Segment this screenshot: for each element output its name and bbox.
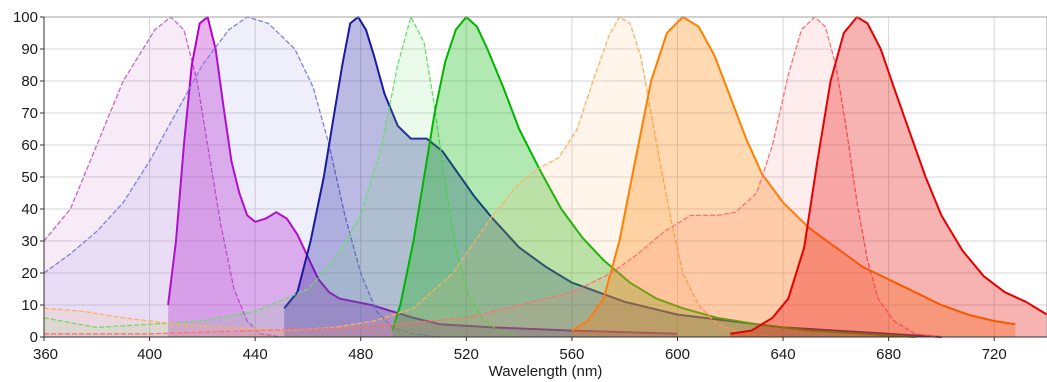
series-1-line — [167, 16, 678, 335]
x-tick-label-0: 360 — [33, 346, 58, 363]
series-7-line — [571, 16, 1016, 332]
y-tick-label-6: 60 — [21, 137, 38, 154]
series-6-area — [44, 17, 784, 337]
y-tick-label-0: 0 — [30, 329, 38, 346]
series-3-line — [283, 16, 942, 338]
x-tick-label-5: 560 — [559, 346, 584, 363]
series-5-area — [392, 17, 915, 337]
series-group — [43, 16, 1047, 338]
y-tick-label-9: 90 — [21, 41, 38, 58]
y-tick-label-4: 40 — [21, 201, 38, 218]
series-4-area — [44, 17, 520, 337]
series-6-line — [43, 16, 784, 338]
y-tick-label-2: 20 — [21, 265, 38, 282]
series-2-area — [44, 17, 440, 337]
x-tick-label-6: 600 — [665, 346, 690, 363]
series-9-area — [730, 17, 1047, 337]
series-8-area — [44, 17, 942, 337]
x-tick-label-2: 440 — [243, 346, 268, 363]
series-2-line — [43, 16, 440, 338]
y-tick-label-7: 70 — [21, 105, 38, 122]
series-3-area — [284, 17, 942, 337]
x-tick-label-1: 400 — [137, 346, 162, 363]
axes: 360 400 440 480 520 560 600 640 680 720 0 10 20 30 40 5… — [13, 9, 1047, 363]
y-tick-label-3: 30 — [21, 233, 38, 250]
x-tick-label-7: 640 — [771, 346, 796, 363]
series-1-area — [168, 17, 678, 337]
x-tick-label-8: 680 — [876, 346, 901, 363]
x-axis-title: Wavelength (nm) — [489, 363, 603, 380]
series-0-line — [43, 16, 282, 338]
x-tick-label-4: 520 — [454, 346, 479, 363]
y-tick-label-5: 50 — [21, 169, 38, 186]
y-tick-label-8: 80 — [21, 73, 38, 90]
series-9-line — [730, 16, 1047, 335]
series-7-area — [571, 17, 1016, 337]
y-tick-label-10: 100 — [13, 9, 38, 26]
x-tick-label-9: 720 — [982, 346, 1007, 363]
series-5-line — [391, 16, 916, 338]
x-tick-label-3: 480 — [348, 346, 373, 363]
series-0-area — [44, 17, 282, 337]
y-tick-label-1: 10 — [21, 297, 38, 314]
